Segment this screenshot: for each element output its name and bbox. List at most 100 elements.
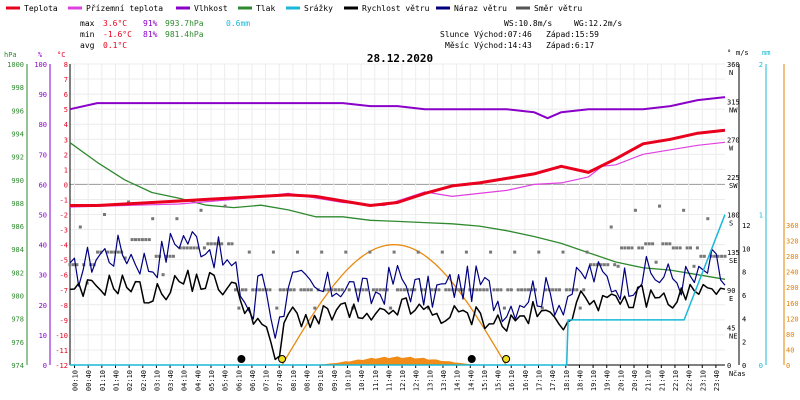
- wind-direction-mark: [123, 256, 127, 260]
- rain-right-tick-label: 200: [786, 284, 799, 292]
- time-tick-label: 09:10: [317, 370, 325, 391]
- rain-left-tick-label: 2: [759, 61, 763, 69]
- time-tick-label: 08:10: [290, 370, 298, 391]
- time-tick-label: 04:40: [194, 370, 202, 391]
- time-tick-label: 02:10: [126, 370, 134, 391]
- wind-direction-mark: [695, 246, 699, 250]
- temperature-tick-label: 2: [64, 151, 68, 159]
- moonset-marker: [237, 355, 246, 363]
- wind-direction-mark: [116, 250, 120, 254]
- rain-right-tick-label: 240: [786, 269, 799, 277]
- wind-tick-label: 8: [742, 269, 746, 277]
- time-tick-label: 08:40: [304, 370, 312, 391]
- wind-direction-mark: [299, 288, 303, 292]
- wind-direction-mark: [551, 288, 555, 292]
- pressure-tick-label: 998: [11, 84, 24, 92]
- wind-direction-mark: [499, 288, 503, 292]
- wind-direction-mark: [361, 288, 365, 292]
- stat-avg-temp: 0.1°C: [103, 41, 127, 50]
- wind-direction-mark: [247, 250, 251, 254]
- stat-min-hum: 81%: [143, 30, 158, 39]
- wind-direction-mark: [337, 288, 341, 292]
- time-tick-label: 00:10: [72, 370, 80, 391]
- wind-direction-mark: [99, 250, 103, 254]
- stat-sun-label: Slunce: [440, 30, 469, 39]
- stat-moon-rise: Východ:14:43: [474, 41, 532, 50]
- time-tick-label: 14:40: [467, 370, 475, 391]
- wind-direction-mark: [658, 204, 661, 208]
- unit-wind: m/s: [736, 49, 749, 57]
- wind-direction-mark: [558, 288, 561, 292]
- wind-direction-mark: [564, 288, 568, 292]
- wind-direction-mark: [661, 242, 665, 246]
- wind-direction-mark: [103, 213, 106, 216]
- wind-direction-mark: [227, 242, 231, 246]
- rain-right-tick-label: 160: [786, 300, 799, 308]
- pressure-tick-label: 994: [11, 130, 24, 138]
- wind-direction-mark: [458, 288, 462, 292]
- pressure-tick-label: 996: [11, 107, 24, 115]
- temperature-tick-label: -3: [60, 227, 68, 235]
- unit-pressure: hPa: [4, 51, 17, 59]
- wind-direction-mark: [375, 288, 379, 292]
- pressure-tick-label: 986: [11, 223, 24, 231]
- wind-direction-mark: [323, 288, 327, 292]
- wind-direction-mark: [409, 288, 413, 292]
- temperature-tick-label: -1: [60, 196, 68, 204]
- wind-direction-mark: [327, 288, 331, 292]
- wind-direction-mark: [340, 288, 344, 292]
- wind-direction-mark: [113, 250, 117, 254]
- wind-direction-mark: [109, 250, 113, 254]
- wind-direction-mark: [134, 238, 137, 242]
- time-tick-label: 06:40: [249, 370, 257, 391]
- unit-humidity: %: [38, 51, 43, 59]
- temperature-tick-label: -5: [60, 257, 68, 265]
- wind-direction-mark: [416, 250, 420, 254]
- time-tick-label: 18:40: [576, 370, 584, 391]
- time-tick-label: 12:40: [413, 370, 421, 391]
- wind-direction-mark: [716, 254, 720, 258]
- wind-direction-mark: [706, 217, 710, 221]
- wind-direction-mark: [620, 246, 624, 250]
- wind-direction-mark: [206, 242, 210, 246]
- wind-direction-mark: [647, 242, 651, 246]
- time-tick-label: 13:10: [426, 370, 434, 391]
- wind-direction-mark: [68, 263, 72, 267]
- wind-direction-mark: [392, 250, 396, 254]
- rain-right-tick-label: 320: [786, 238, 799, 246]
- wind-direction-mark: [478, 288, 482, 292]
- wind-direction-mark: [561, 250, 565, 254]
- wind-direction-mark: [234, 288, 237, 292]
- pressure-tick-label: 976: [11, 339, 24, 347]
- unit-rain-left: mm: [762, 49, 770, 57]
- wind-direction-mark: [440, 250, 444, 254]
- wind-direction-mark: [147, 238, 151, 242]
- pressure-tick-label: 984: [11, 246, 24, 254]
- wind-direction-mark: [523, 288, 527, 292]
- wind-direction-mark: [675, 246, 679, 250]
- direction-compass-label: S: [729, 220, 733, 228]
- wind-direction-mark: [513, 250, 517, 254]
- rain-right-tick-label: 120: [786, 315, 799, 323]
- temperature-tick-label: -2: [60, 212, 68, 220]
- temperature-tick-label: -12: [55, 362, 68, 370]
- stat-min-temp: -1.6°C: [103, 30, 132, 39]
- temperature-tick-label: 4: [64, 121, 68, 129]
- stat-min-press: 981.4hPa: [165, 30, 204, 39]
- wind-direction-mark: [292, 288, 296, 292]
- stat-max-temp: 3.6°C: [103, 19, 127, 28]
- wind-direction-mark: [509, 288, 513, 292]
- legend-prizemni-teplota: Přízemní teplota: [86, 4, 163, 13]
- wind-direction-mark: [447, 288, 451, 292]
- temperature-tick-label: -9: [60, 317, 68, 325]
- wind-direction-mark: [482, 288, 486, 292]
- wind-direction-mark: [106, 250, 110, 254]
- time-tick-label: 09:40: [331, 370, 339, 391]
- wind-direction-mark: [689, 246, 692, 250]
- time-tick-label: 00:40: [85, 370, 93, 391]
- humidity-tick-label: 0: [43, 362, 47, 370]
- temperature-tick-label: -10: [55, 332, 68, 340]
- wind-direction-mark: [96, 250, 100, 254]
- humidity-tick-label: 30: [39, 272, 47, 280]
- wind-direction-mark: [306, 288, 310, 292]
